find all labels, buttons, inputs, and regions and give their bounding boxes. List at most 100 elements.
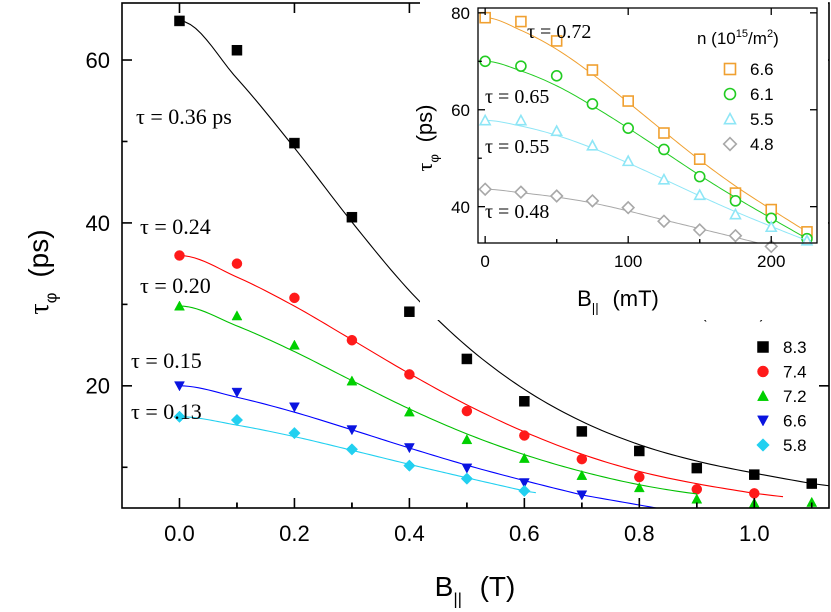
tau-label-6-6-0: τ = 0.72 — [527, 21, 591, 43]
x-tick-label: 0.8 — [624, 521, 655, 546]
data-point-7-2-7 — [576, 469, 588, 480]
legend-label-5-5: 5.5 — [750, 110, 774, 129]
data-point-6-6-6 — [693, 153, 706, 165]
data-point-5-8-3 — [345, 443, 359, 456]
legend-label-5-8: 5.8 — [783, 436, 807, 455]
x-title-unit: (mT) — [606, 286, 659, 311]
data-point-7-2-9 — [691, 493, 703, 504]
data-point-5-5-2 — [550, 124, 564, 137]
data-point-4-8-4 — [621, 200, 636, 215]
data-point-5-8-1 — [230, 413, 244, 427]
inset-y-axis-title: τφ (ps) — [412, 105, 442, 172]
y-tick-label: 60 — [86, 48, 110, 73]
series-5-8-4 — [173, 410, 536, 497]
data-point-4-8-0 — [478, 182, 493, 197]
legend-item-5-5-2: 5.5 — [723, 110, 774, 129]
data-point-7-2-0 — [174, 300, 185, 311]
data-point-6-6-5 — [658, 127, 670, 139]
legend-marker-6-1 — [723, 87, 737, 101]
legend-marker-6-6 — [757, 415, 769, 427]
data-point-6-6-0 — [174, 381, 185, 392]
data-point-5-8-4 — [403, 459, 416, 472]
legend-item-5-8-4: 5.8 — [756, 436, 807, 455]
data-point-7-4-4 — [404, 369, 415, 380]
fit-line-8-3 — [179, 20, 829, 487]
main-y-axis-title: τφ (ps) — [23, 229, 60, 314]
series-5-5-2 — [478, 113, 814, 246]
x-title-symbol: B — [577, 286, 592, 311]
data-point-5-8-6 — [518, 484, 531, 497]
x-title-subscript: || — [592, 301, 599, 316]
inset-axes: 0 100 200 40 60 80 B|| (mT) τφ (ps) — [412, 4, 818, 316]
data-point-7-4-0 — [174, 250, 185, 261]
data-point-8-3-10 — [749, 469, 760, 480]
legend-title-part: n (10 — [697, 29, 736, 48]
data-point-7-4-7 — [576, 453, 588, 465]
data-point-5-5-4 — [621, 154, 635, 167]
tau-label-7-4-1: τ = 0.24 — [140, 214, 211, 239]
legend-marker-7-4 — [757, 365, 769, 378]
data-point-7-2-5 — [461, 434, 473, 445]
y-title-unit: (ps) — [412, 105, 437, 149]
data-point-6-1-6 — [693, 170, 706, 183]
x-tick-label: 0.0 — [164, 521, 195, 546]
y-tick-label: 40 — [451, 198, 470, 217]
data-point-5-8-2 — [288, 426, 301, 440]
legend-title-sup: 15 — [736, 28, 748, 40]
fit-line-6-1 — [485, 60, 808, 240]
x-tick-label: 0.6 — [509, 521, 540, 546]
legend-marker-7-2 — [757, 389, 769, 401]
legend-marker-4-8 — [722, 136, 738, 152]
data-point-4-8-1 — [514, 185, 528, 200]
data-point-6-6-2 — [289, 402, 300, 413]
tau-label-4-8-3: τ = 0.48 — [485, 201, 549, 223]
data-point-6-1-5 — [658, 143, 670, 156]
y-title-unit: (ps) — [23, 229, 54, 285]
data-point-7-4-9 — [691, 484, 703, 495]
legend-item-4-8-3: 4.8 — [722, 135, 774, 154]
data-point-5-8-0 — [173, 410, 186, 423]
legend-label-8-3: 8.3 — [783, 338, 807, 357]
data-point-6-6-4 — [403, 443, 415, 454]
main-x-axis-title: B|| (T) — [435, 571, 516, 608]
data-point-6-1-7 — [729, 195, 742, 207]
x-title-symbol: B — [435, 571, 454, 602]
data-point-5-5-8 — [764, 220, 778, 233]
inset-legend: n (1015/m2) 6.6 6.1 5.5 4.8 — [697, 28, 779, 154]
data-point-4-8-3 — [585, 193, 600, 208]
main-plot-area — [173, 15, 829, 508]
data-point-6-6-1 — [515, 15, 527, 28]
data-point-8-3-4 — [404, 306, 415, 317]
data-point-6-6-1 — [231, 387, 243, 398]
data-point-8-3-1 — [231, 44, 243, 56]
x-tick-label: 0.4 — [394, 521, 425, 546]
data-point-6-6-5 — [461, 463, 473, 474]
legend-label-7-2: 7.2 — [783, 387, 807, 406]
data-point-8-3-11 — [806, 478, 818, 489]
fit-line-5-5 — [485, 119, 808, 242]
legend-label-6-6: 6.6 — [783, 412, 807, 431]
legend-label-4-8: 4.8 — [750, 135, 774, 154]
legend-title-sup: 2 — [767, 28, 773, 40]
data-point-6-6-2 — [550, 35, 563, 47]
series-6-6-3 — [174, 381, 660, 508]
data-point-7-4-6 — [519, 430, 530, 441]
legend-item-8-3-0: 8.3 — [757, 338, 807, 357]
y-title-symbol: τ — [412, 162, 437, 171]
tau-label-6-1-1: τ = 0.65 — [485, 86, 549, 108]
legend-label-6-1: 6.1 — [750, 85, 774, 104]
data-point-4-8-7 — [728, 228, 743, 243]
data-point-7-4-2 — [289, 292, 300, 304]
inset-axes-frame — [477, 7, 818, 244]
legend-label-7-4: 7.4 — [783, 363, 807, 382]
inset-tau-labels: τ = 0.72 τ = 0.65 τ = 0.55 τ = 0.48 — [485, 21, 591, 223]
y-title-symbol: τ — [24, 303, 55, 314]
data-point-6-1-4 — [622, 122, 634, 134]
data-point-7-2-2 — [289, 339, 300, 350]
data-point-4-8-2 — [549, 189, 564, 203]
x-title-subscript: || — [453, 589, 462, 608]
data-point-5-5-6 — [693, 188, 707, 201]
data-point-7-2-1 — [231, 310, 243, 321]
